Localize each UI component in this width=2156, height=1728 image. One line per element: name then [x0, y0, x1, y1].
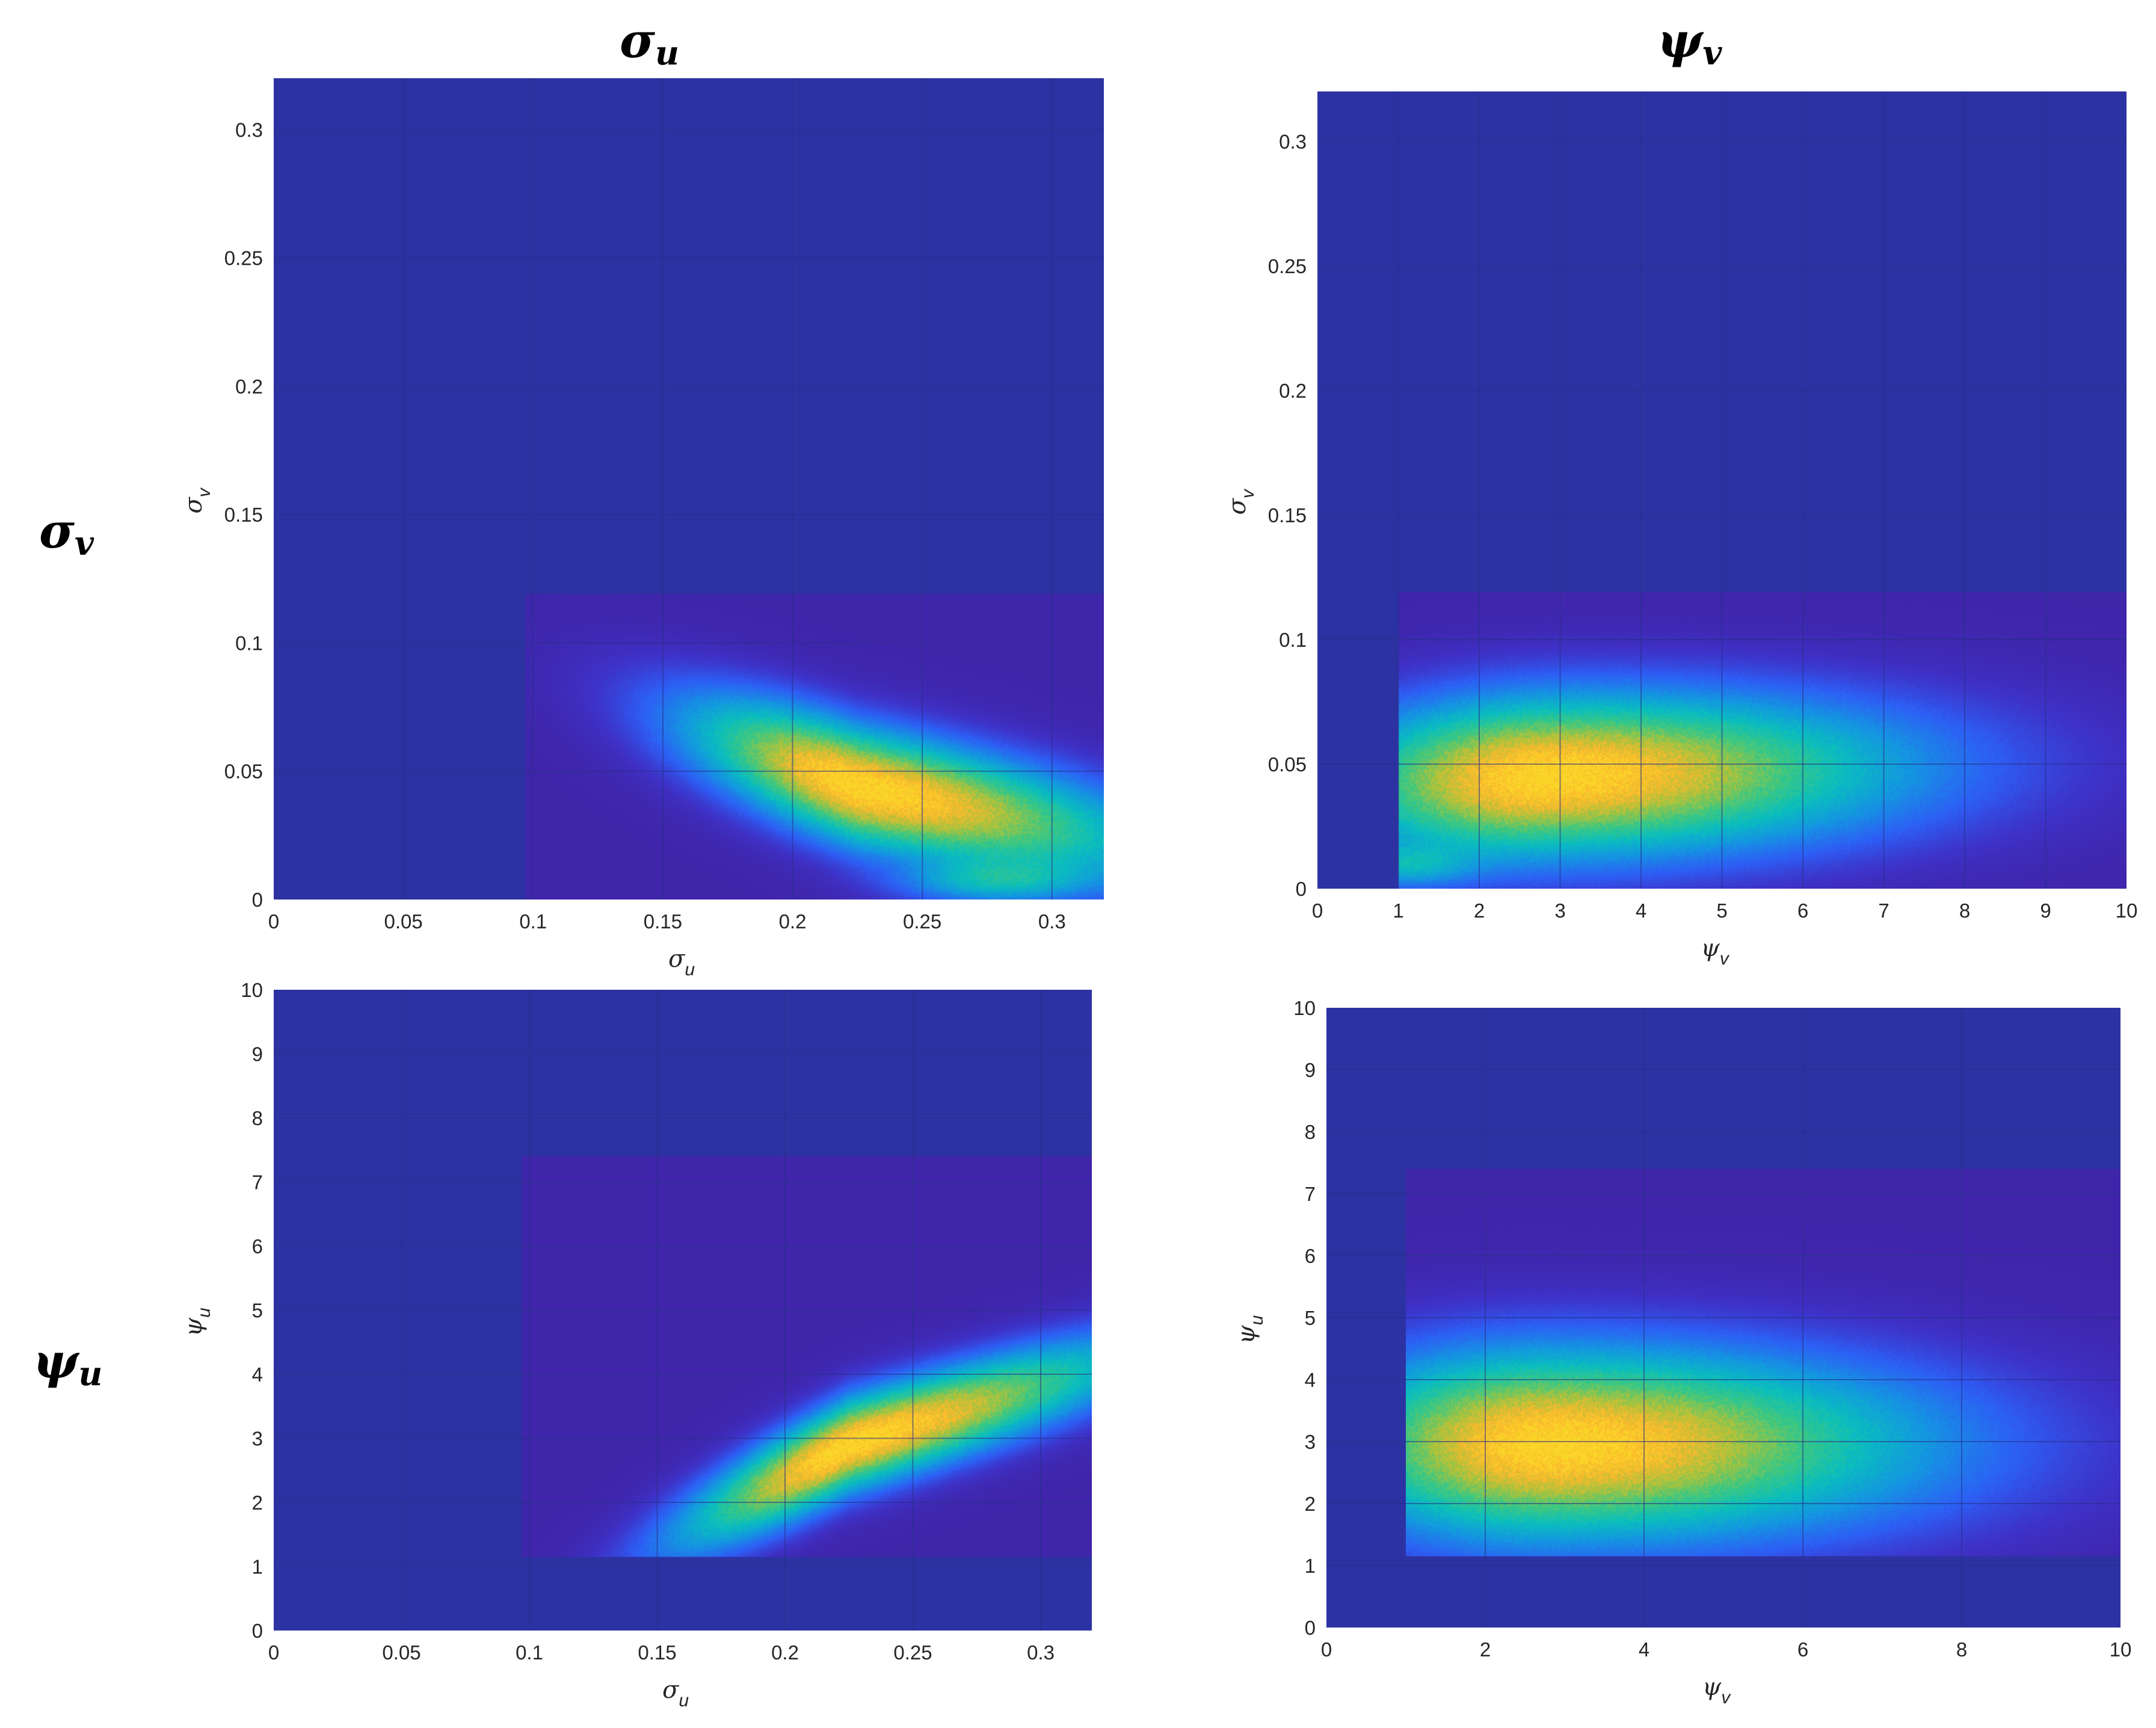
x-tick-label: 0	[268, 1641, 279, 1664]
x-tick-label: 7	[1878, 899, 1889, 922]
x-tick-label: 0.05	[382, 1641, 420, 1664]
y-tick-label: 2	[252, 1492, 263, 1514]
heatmap-panel-psi_v_vs_psi_u: 0 2 4 6 8 10 0 1 2 3 4 5 6 7 8 9 10 ψv ψu	[1233, 997, 2131, 1708]
y-tick-label: 0.25	[1268, 255, 1307, 277]
x-tick-label: 0.3	[1027, 1641, 1055, 1664]
y-tick-label: 3	[1305, 1431, 1316, 1453]
y-tick-label: 9	[252, 1043, 263, 1066]
y-tick-label: 0.2	[235, 375, 263, 398]
y-tick-label: 0.1	[235, 632, 263, 654]
x-tick-label: 4	[1636, 899, 1646, 922]
y-tick-label: 1	[252, 1556, 263, 1578]
y-tick-label: 0	[252, 889, 263, 911]
row-label-sigma-v: σv	[39, 502, 94, 563]
y-axis-label: ψu	[180, 1307, 214, 1336]
x-tick-label: 10	[2110, 1638, 2132, 1661]
y-tick-label: 7	[1305, 1183, 1316, 1205]
y-tick-label: 5	[252, 1300, 263, 1322]
x-tick-label: 6	[1797, 1638, 1808, 1661]
density-image	[522, 1156, 1092, 1557]
x-tick-label: 0	[268, 910, 279, 933]
y-tick-label: 7	[252, 1171, 263, 1194]
x-tick-label: 0.1	[519, 910, 547, 933]
y-tick-label: 10	[241, 979, 263, 1001]
x-tick-label: 10	[2116, 899, 2138, 922]
x-tick-label: 0.2	[771, 1641, 799, 1664]
y-tick-label: 0	[1296, 878, 1307, 900]
x-tick-label: 8	[1956, 1638, 1967, 1661]
y-tick-label: 0.05	[224, 761, 263, 783]
y-tick-label: 0.2	[1279, 380, 1307, 402]
heatmap-panel-sigma_u_vs_sigma_v: 0 0.05 0.1 0.15 0.2 0.25 0.3 0 0.05 0.1 0.15 0.2 0.2…	[180, 78, 1104, 980]
y-tick-label: 6	[252, 1235, 263, 1257]
y-axis-label: σv	[180, 487, 214, 513]
x-tick-label: 0.3	[1038, 910, 1066, 933]
y-axis-label: σv	[1224, 488, 1258, 514]
x-tick-label: 0.15	[644, 910, 682, 933]
y-tick-label: 1	[1305, 1555, 1316, 1577]
y-tick-label: 0.15	[1268, 504, 1307, 526]
y-tick-label: 5	[1305, 1307, 1316, 1329]
y-tick-label: 4	[1305, 1369, 1316, 1391]
x-tick-label: 9	[2040, 899, 2051, 922]
density-image	[525, 594, 1104, 899]
y-tick-label: 0	[252, 1620, 263, 1642]
x-tick-label: 2	[1474, 899, 1485, 922]
y-tick-label: 0.1	[1279, 629, 1307, 651]
heatmap-panel-sigma_u_vs_psi_u: 0 0.05 0.1 0.15 0.2 0.25 0.3 0 1 2 3 4 5 6 7 8 9 10 σu ψu	[180, 979, 1092, 1711]
x-tick-label: 3	[1554, 899, 1565, 922]
x-axis-label: ψv	[1701, 934, 1729, 969]
y-tick-label: 8	[1305, 1121, 1316, 1143]
y-axis-label: ψu	[1233, 1315, 1267, 1344]
y-tick-label: 0.3	[1279, 131, 1307, 153]
y-tick-label: 0.15	[224, 504, 263, 526]
x-tick-label: 0.25	[893, 1641, 932, 1664]
column-label-sigma-u: σu	[620, 12, 679, 72]
x-tick-label: 2	[1480, 1638, 1491, 1661]
x-tick-label: 1	[1393, 899, 1403, 922]
column-label-psi-v: ψv	[1657, 12, 1722, 72]
heatmap-panel-psi_v_vs_sigma_v: 0 1 2 3 4 5 6 7 8 9 10 0 0.05 0.1 0.15 0.2 0.25 0.3 ψv σv	[1224, 91, 2137, 969]
y-tick-label: 9	[1305, 1059, 1316, 1081]
x-tick-label: 0.25	[903, 910, 941, 933]
heatmap-panels: 0 0.05 0.1 0.15 0.2 0.25 0.300.050.10.150.20.2…	[180, 78, 2137, 1711]
x-tick-label: 4	[1639, 1638, 1649, 1661]
y-tick-label: 0.05	[1268, 753, 1307, 776]
x-tick-label: 0.05	[384, 910, 423, 933]
x-tick-label: 8	[1959, 899, 1970, 922]
x-tick-label: 0	[1321, 1638, 1332, 1661]
y-tick-label: 6	[1305, 1245, 1316, 1267]
y-tick-label: 10	[1293, 997, 1316, 1019]
density-image	[1406, 1168, 2121, 1557]
x-tick-label: 0.15	[638, 1641, 676, 1664]
x-tick-label: 0.2	[779, 910, 807, 933]
y-tick-label: 4	[252, 1363, 263, 1386]
x-axis-label: σu	[668, 945, 695, 980]
y-tick-label: 2	[1305, 1493, 1316, 1515]
y-tick-label: 0.25	[224, 247, 263, 270]
y-tick-label: 0.3	[235, 119, 263, 141]
x-axis-label: σu	[662, 1676, 689, 1711]
x-tick-label: 5	[1716, 899, 1727, 922]
y-tick-label: 8	[252, 1107, 263, 1129]
row-label-psi-u: ψu	[33, 1333, 102, 1393]
x-tick-label: 0.1	[516, 1641, 543, 1664]
x-tick-label: 6	[1797, 899, 1808, 922]
y-tick-label: 0	[1305, 1617, 1316, 1639]
x-tick-label: 0	[1312, 899, 1323, 922]
y-tick-label: 3	[252, 1428, 263, 1450]
density-image	[1398, 592, 2127, 889]
x-axis-label: ψv	[1702, 1673, 1731, 1708]
